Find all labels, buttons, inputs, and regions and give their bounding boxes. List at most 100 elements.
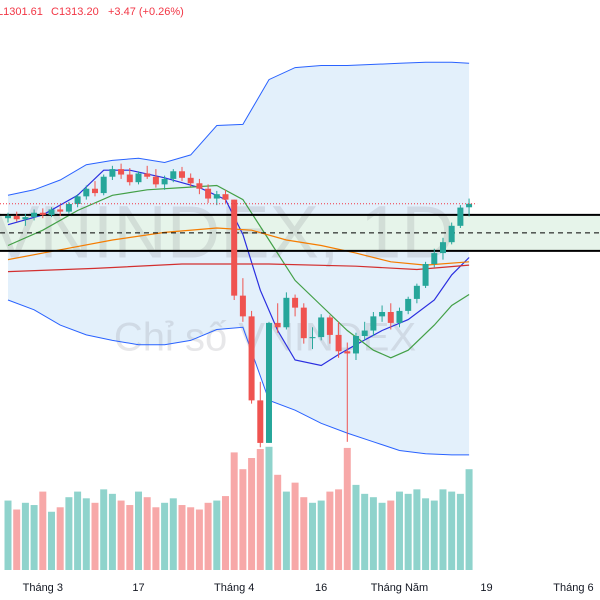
candle-body [231, 199, 238, 296]
candle-body [265, 322, 272, 443]
x-tick-label: 17 [132, 582, 144, 594]
band-lower [7, 299, 470, 456]
volume-bar [387, 500, 395, 570]
candle-body [466, 203, 473, 208]
x-tick-label: Tháng 6 [553, 582, 593, 594]
volume-bar [65, 497, 73, 570]
volume-bar [343, 447, 351, 570]
volume-bar [248, 458, 256, 570]
volume-bar [274, 474, 282, 570]
candle-body [39, 212, 46, 215]
candle-body [178, 171, 185, 178]
candle-body [309, 337, 316, 339]
candle-body [300, 307, 307, 339]
ma-line [7, 184, 470, 359]
x-tick-label: Tháng Năm [371, 582, 428, 594]
candle-body [126, 174, 133, 183]
candle-body [196, 183, 203, 189]
volume-bar [369, 497, 377, 570]
candle-body [457, 207, 464, 226]
candle-body [248, 316, 255, 401]
volume-bar [448, 491, 456, 570]
candle-body [83, 188, 90, 197]
volume-bar [178, 505, 186, 570]
volume-bar [439, 489, 447, 570]
candle-body [422, 264, 429, 286]
foreground-layer: Tháng 3 17 Tháng 4 16 Tháng Năm 19 Tháng 6 [0, 61, 600, 594]
volume-bar [4, 500, 12, 570]
volume-bar [117, 500, 125, 570]
volume-bar [265, 446, 273, 570]
ma-line [7, 169, 470, 367]
band-upper [7, 61, 470, 196]
volume-bar [291, 482, 299, 570]
candle-body [257, 400, 264, 443]
volume-bar [282, 491, 290, 570]
candle-body [344, 351, 351, 354]
candle-body [431, 253, 438, 264]
volume-bar [13, 509, 21, 570]
header-change: +3.47 (+0.26%) [108, 6, 184, 18]
candle-body [239, 295, 246, 317]
band-fill [8, 62, 470, 455]
candle-body [74, 196, 81, 204]
x-tick-label: Tháng 4 [214, 582, 254, 594]
candle-body [370, 316, 377, 331]
volume-bar [100, 489, 108, 570]
candle-body [109, 169, 116, 177]
volume-bar [361, 493, 369, 570]
volume-bar [48, 511, 56, 570]
volume-bar [335, 489, 343, 570]
volume-bar [143, 497, 151, 570]
volume-bar [230, 452, 238, 570]
volume-bar [326, 491, 334, 570]
x-tick-label: 16 [315, 582, 327, 594]
candle-body [91, 188, 98, 194]
candle-body [405, 298, 412, 311]
candle-body [352, 336, 359, 354]
volume-bar [413, 489, 421, 570]
volume-bar [82, 498, 90, 570]
candle-body [283, 297, 290, 328]
candle-body [205, 188, 212, 199]
candle-body [361, 330, 368, 336]
background-layer [0, 62, 600, 570]
candle-body [187, 177, 194, 184]
volume-bar [30, 505, 38, 570]
x-tick-label: 19 [480, 582, 492, 594]
volume-bar [204, 502, 212, 570]
candle-body [31, 212, 38, 218]
volume-bar [300, 497, 308, 570]
volume-bar [134, 491, 142, 570]
volume-bar [126, 505, 134, 570]
volume-bar [91, 502, 99, 570]
volume-bar [108, 493, 116, 570]
candle-body [413, 285, 420, 299]
header-close: C1313.20 [51, 6, 99, 18]
volume-bar [404, 493, 412, 570]
candle-body [5, 216, 12, 219]
volume-bar [317, 500, 325, 570]
volume-bar [430, 500, 438, 570]
volume-bar [308, 502, 316, 570]
volume-bar [152, 507, 160, 570]
ma-line [7, 263, 470, 273]
volume-bar [169, 498, 177, 570]
candle-body [335, 334, 342, 352]
candle-body [100, 176, 107, 194]
volume-bar [21, 502, 29, 570]
candle-body [387, 312, 394, 323]
candle-body [161, 178, 168, 185]
candle-body [65, 204, 72, 212]
volume-bar [239, 469, 247, 570]
candle-body [144, 173, 151, 177]
volume-bar [378, 502, 386, 570]
candle-body [135, 173, 142, 183]
ma-line [7, 227, 470, 266]
candle-body [379, 312, 386, 317]
volume-bar [395, 491, 403, 570]
candle-body [292, 297, 299, 308]
volume-bar [465, 469, 473, 570]
